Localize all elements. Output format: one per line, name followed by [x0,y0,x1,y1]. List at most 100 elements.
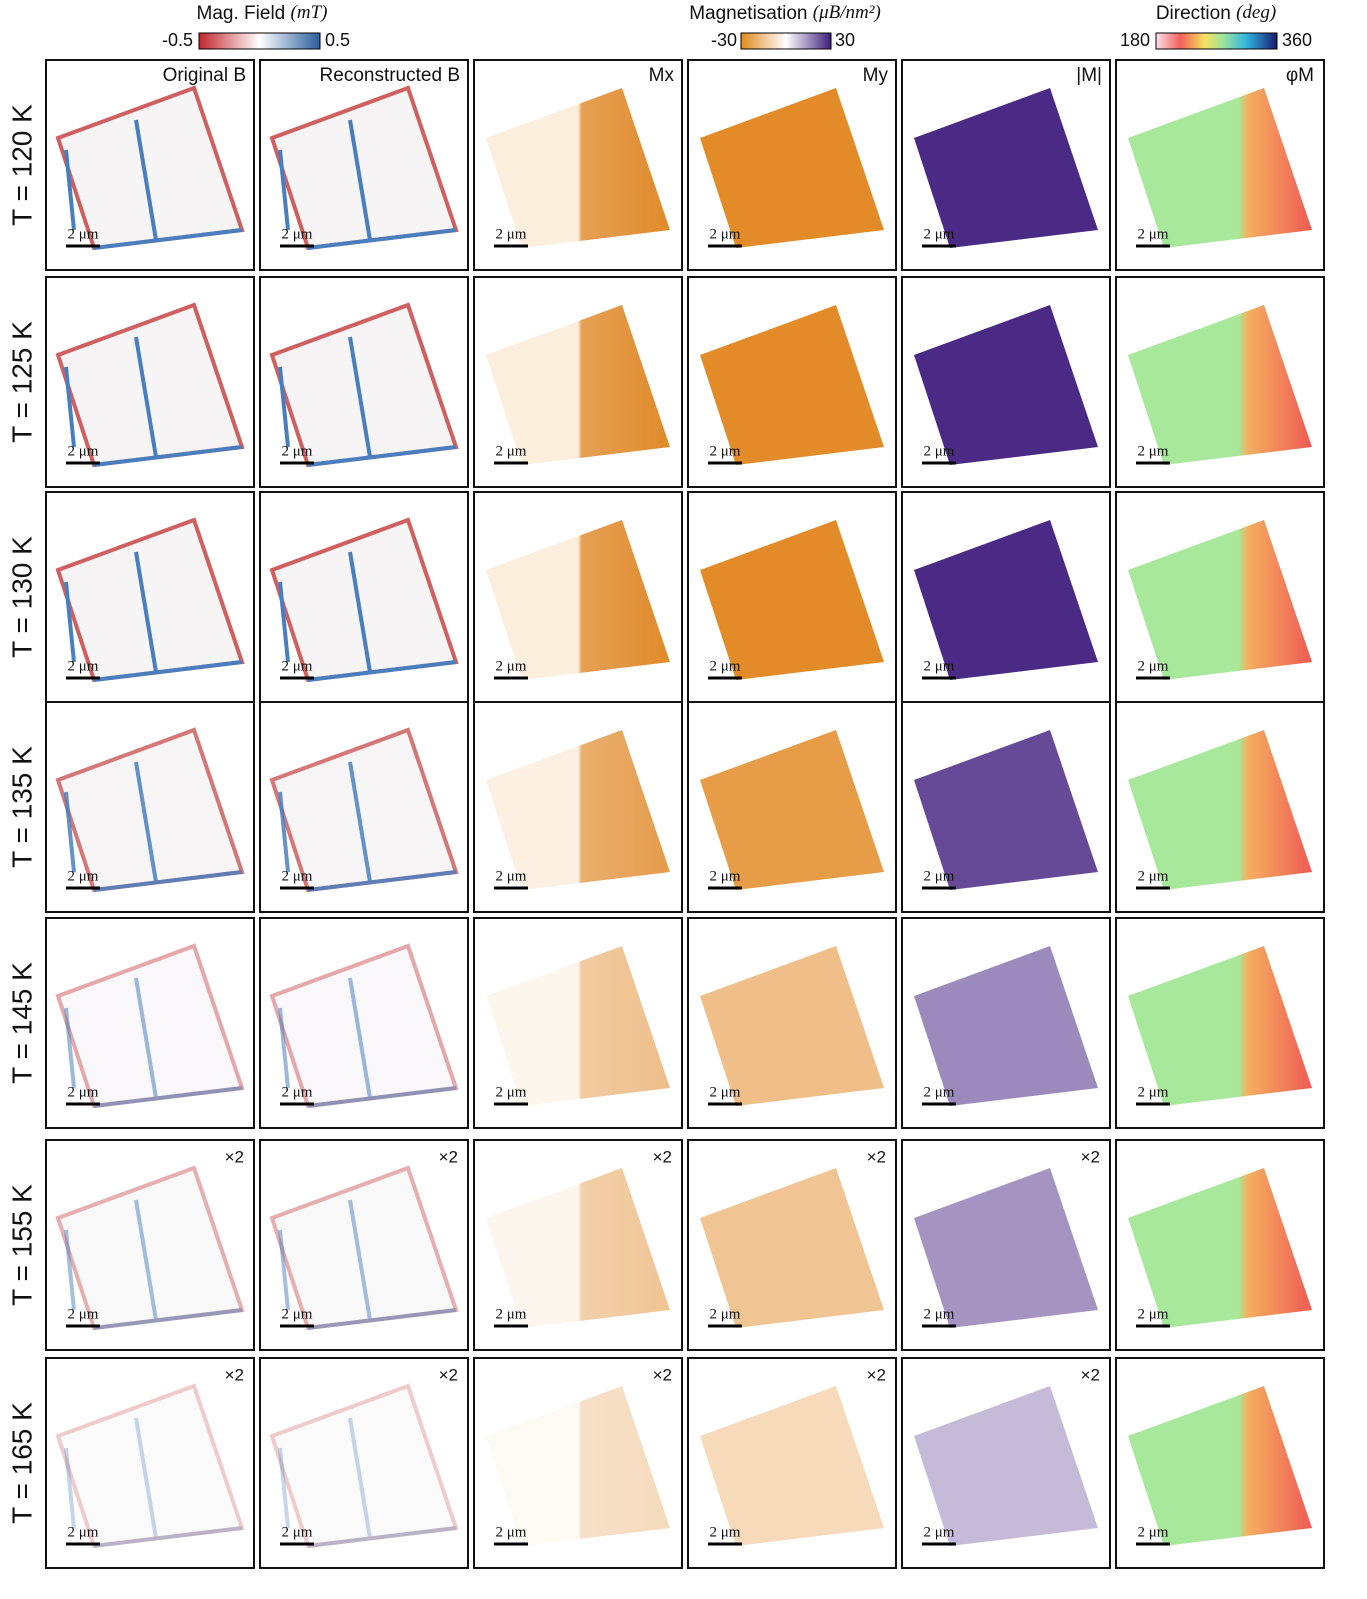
row-label: T = 145 K [6,962,37,1084]
flake [700,946,884,1106]
panel: 2 μm [1115,917,1325,1129]
panel: 2 μm [901,917,1111,1129]
panel: ×2 2 μm [473,1357,683,1569]
scale-bar-label: 2 μm [1138,658,1169,674]
flake-edge [64,761,243,892]
scale-bar-label: 2 μm [496,1306,527,1322]
scale-bar-label: 2 μm [710,658,741,674]
flake-edge [64,119,243,250]
scale-bar-label: 2 μm [496,1524,527,1540]
flake [700,1168,884,1328]
scale-bar-label: 2 μm [282,1524,313,1540]
panel-frame [45,1357,255,1569]
panel: 2 μm [901,276,1111,488]
colorbar-max: 0.5 [325,30,350,50]
colorbar-min: -0.5 [162,30,193,50]
panel: 2 μm [45,276,255,488]
panel: 2 μm [259,917,469,1129]
flake-edge [64,977,243,1108]
column-header: My [863,65,889,86]
panel: Original B 2 μm [45,59,255,271]
panel: ×2 2 μm [901,1139,1111,1351]
panel: ×2 2 μm [473,1139,683,1351]
colorbar-min: 180 [1120,30,1150,50]
scale-bar-label: 2 μm [1138,1084,1169,1100]
panel-frame [259,1357,469,1569]
scale-bar-label: 2 μm [710,443,741,459]
panel-frame [687,1357,897,1569]
flake [914,520,1098,680]
flake [486,730,670,890]
factor-label: ×2 [1081,1365,1100,1384]
factor-label: ×2 [653,1147,672,1166]
panel: 2 μm [1115,1357,1325,1569]
factor-label: ×2 [653,1365,672,1384]
panel: 2 μm [45,701,255,913]
factor-label: ×2 [867,1365,886,1384]
flake [486,1386,670,1546]
flake-edge [278,1199,457,1330]
scale-bar-label: 2 μm [68,226,99,242]
scale-bar-label: 2 μm [282,1084,313,1100]
flake [1128,946,1312,1106]
column-header: φM [1286,65,1314,86]
factor-label: ×2 [439,1365,458,1384]
flake [914,1386,1098,1546]
flake [486,88,670,248]
flake-edge [278,761,457,892]
column-header: Reconstructed B [320,65,460,86]
panel: 2 μm [45,917,255,1129]
colorbar-title: Magnetisation (μB/nm²) [689,2,881,24]
panel: |M| 2 μm [901,59,1111,271]
colorbar-d: Direction (deg) 180 360 [1120,2,1312,49]
flake-edge [278,119,457,250]
colorbar-m: Magnetisation (μB/nm²) -30 30 [689,2,881,49]
panel: 2 μm [1115,276,1325,488]
flake-edge [64,336,243,467]
flake [1128,730,1312,890]
panel: 2 μm [1115,701,1325,913]
panel: 2 μm [473,917,683,1129]
factor-label: ×2 [225,1365,244,1384]
flake [700,88,884,248]
panel-frame [901,1357,1111,1569]
flake [700,1386,884,1546]
scale-bar-label: 2 μm [924,1524,955,1540]
scale-bar-label: 2 μm [68,1524,99,1540]
scale-bar-label: 2 μm [710,1306,741,1322]
flake [914,305,1098,465]
colorbar-min: -30 [711,30,737,50]
flake [914,1168,1098,1328]
scale-bar-label: 2 μm [68,868,99,884]
flake-edge [64,1417,243,1548]
column-header: Original B [163,65,246,86]
panel: 2 μm [473,491,683,703]
colorbar [740,32,832,50]
factor-label: ×2 [1081,1147,1100,1166]
flake-edge [64,1199,243,1330]
row-label: T = 130 K [6,536,37,658]
panel: ×2 2 μm [259,1357,469,1569]
scale-bar-label: 2 μm [68,658,99,674]
scale-bar-label: 2 μm [1138,1306,1169,1322]
scale-bar-label: 2 μm [924,1084,955,1100]
panel: 2 μm [259,276,469,488]
scale-bar-label: 2 μm [924,868,955,884]
flake [486,1168,670,1328]
scale-bar-label: 2 μm [282,658,313,674]
colorbar-b: Mag. Field (mT) -0.5 0.5 [162,2,350,49]
factor-label: ×2 [867,1147,886,1166]
panel: My 2 μm [687,59,897,271]
panel: ×2 2 μm [259,1139,469,1351]
scale-bar-label: 2 μm [496,226,527,242]
scale-bar-label: 2 μm [710,868,741,884]
flake [914,946,1098,1106]
scale-bar-label: 2 μm [68,443,99,459]
panel: 2 μm [687,917,897,1129]
column-header: |M| [1076,65,1102,86]
panel: Reconstructed B 2 μm [259,59,469,271]
panel: 2 μm [901,491,1111,703]
panel: 2 μm [45,491,255,703]
scale-bar-label: 2 μm [282,1306,313,1322]
